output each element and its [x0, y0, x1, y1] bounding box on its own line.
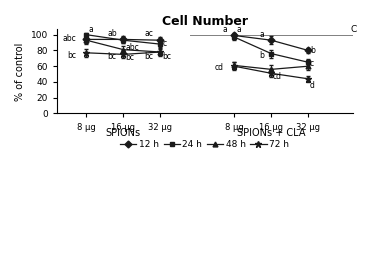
Legend: 12 h, 24 h, 48 h, 72 h: 12 h, 24 h, 48 h, 72 h: [116, 136, 293, 153]
Title: Cell Number: Cell Number: [162, 15, 248, 28]
48 h: [121, 48, 126, 51]
Text: bc: bc: [108, 52, 117, 61]
Text: bc: bc: [125, 53, 134, 62]
12 h: [84, 38, 89, 41]
Text: a: a: [88, 25, 93, 34]
48 h: [158, 50, 163, 54]
Text: SPIONs + CLA: SPIONs + CLA: [237, 128, 305, 138]
Text: cd: cd: [215, 63, 224, 72]
Text: a: a: [223, 25, 228, 34]
Text: ac: ac: [145, 29, 154, 38]
Text: c: c: [162, 39, 166, 48]
Line: 48 h: 48 h: [84, 38, 163, 54]
Text: bc: bc: [145, 52, 154, 61]
72 h: [158, 50, 163, 54]
24 h: [84, 33, 89, 36]
Line: 24 h: 24 h: [84, 32, 163, 46]
Text: SPIONs: SPIONs: [106, 128, 141, 138]
Text: bc: bc: [67, 51, 76, 60]
Text: b: b: [310, 46, 315, 55]
Text: b: b: [260, 51, 264, 60]
Text: abc: abc: [125, 43, 139, 52]
48 h: [84, 39, 89, 42]
Line: 72 h: 72 h: [83, 49, 164, 58]
Line: 12 h: 12 h: [84, 37, 163, 43]
Text: abc: abc: [62, 34, 76, 43]
12 h: [121, 38, 126, 41]
Text: cd: cd: [273, 72, 282, 81]
72 h: [121, 53, 126, 56]
Text: bc: bc: [162, 52, 171, 61]
24 h: [121, 39, 126, 42]
Text: C: C: [351, 25, 357, 34]
Text: a: a: [260, 30, 264, 39]
24 h: [158, 43, 163, 46]
Text: ab: ab: [107, 29, 117, 38]
12 h: [158, 39, 163, 42]
Text: a: a: [236, 25, 241, 34]
72 h: [84, 51, 89, 54]
Text: d: d: [310, 81, 315, 90]
Text: c: c: [310, 59, 314, 68]
Y-axis label: % of control: % of control: [15, 42, 25, 101]
